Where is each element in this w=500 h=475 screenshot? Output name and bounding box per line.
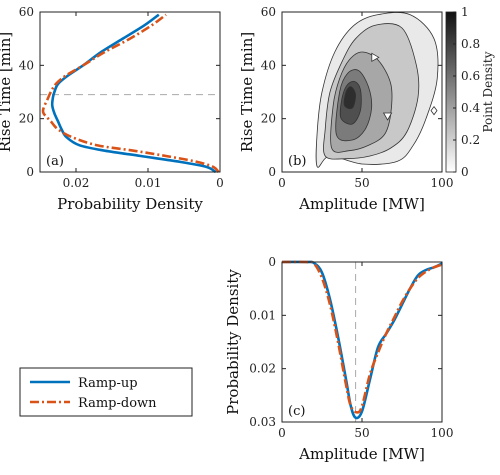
colorbar-tick-label: 0.4	[461, 101, 480, 115]
colorbar	[445, 11, 457, 173]
panel-c-x-tick-label: 100	[431, 426, 454, 440]
panel-c-y-tick-label: 0.02	[249, 362, 276, 376]
panel-b-contour-5	[343, 86, 357, 110]
panel-a-series-ramp-up	[50, 13, 217, 174]
panel-c-y-tick-label: 0.03	[249, 415, 276, 429]
panel-c-y-tick-label: 0	[268, 255, 276, 269]
panel-b-y-axis-label: Rise Time [min]	[238, 32, 256, 153]
colorbar-tick-label: 0.6	[461, 69, 480, 83]
legend-label-ramp-down: Ramp-down	[78, 396, 157, 411]
panel-b-tag: (b)	[288, 154, 306, 169]
panel-b: 0 50 100 0 20 40 60 Amplitude [MW] Rise Time [mi…	[238, 5, 495, 213]
panel-a-x-tick-label: 0	[216, 176, 224, 190]
colorbar-label: Point Density	[481, 51, 495, 132]
panel-b-y-tick-label: 0	[268, 165, 276, 179]
panel-a-y-tick-label: 20	[19, 112, 34, 126]
panel-b-marker-1	[382, 112, 393, 121]
colorbar-tick-label: 1	[461, 5, 469, 19]
panel-a-y-axis-label: Rise Time [min]	[0, 32, 14, 153]
panel-b-x-axis-label: Amplitude [MW]	[298, 195, 425, 213]
panel-b-x-tick-label: 50	[354, 176, 369, 190]
panel-a-y-tick-label: 0	[26, 165, 34, 179]
colorbar-tick-label: 0	[461, 165, 469, 179]
panel-a-x-tick-label: 0.01	[135, 176, 162, 190]
legend-label-ramp-up: Ramp-up	[78, 376, 138, 391]
panel-a-series-ramp-down	[41, 13, 220, 173]
panel-c-x-tick-label: 0	[278, 426, 286, 440]
panel-c-x-tick-label: 50	[354, 426, 369, 440]
panel-a: 0.02 0.01 0 0 20 40 60 Probability Density Rise …	[0, 5, 224, 213]
legend-box	[19, 367, 193, 417]
panel-b-y-tick-label: 20	[261, 112, 276, 126]
panel-a-y-tick-label: 40	[19, 58, 34, 72]
panel-a-x-axis-label: Probability Density	[57, 195, 203, 213]
panel-c: 0 50 100 0 0.01 0.02 0.03 Amplitude [MW] Probabi…	[224, 255, 453, 463]
panel-b-y-tick-label: 40	[261, 58, 276, 72]
panel-c-series-ramp-up	[281, 260, 443, 420]
panel-a-y-tick-label: 60	[19, 5, 34, 19]
panel-c-axes-frame	[281, 261, 443, 423]
panel-c-series-ramp-down	[281, 260, 443, 414]
panel-c-y-tick-label: 0.01	[249, 308, 276, 322]
colorbar-tick-label: 0.8	[461, 37, 480, 51]
panel-b-x-tick-label: 0	[278, 176, 286, 190]
panel-c-y-axis-label: Probability Density	[224, 269, 242, 415]
panel-c-tag: (c)	[288, 404, 305, 419]
panel-a-axes-frame	[39, 11, 221, 173]
colorbar-tick-label: 0.2	[461, 133, 480, 147]
panel-b-marker-0	[371, 52, 380, 63]
panel-b-y-tick-label: 60	[261, 5, 276, 19]
panel-a-x-tick-label: 0.02	[63, 176, 90, 190]
panel-b-marker-2	[430, 106, 438, 116]
legend: Ramp-up Ramp-down	[19, 367, 193, 417]
panel-c-x-axis-label: Amplitude [MW]	[298, 445, 425, 463]
panel-b-x-tick-label: 100	[431, 176, 454, 190]
panel-a-tag: (a)	[46, 154, 64, 169]
